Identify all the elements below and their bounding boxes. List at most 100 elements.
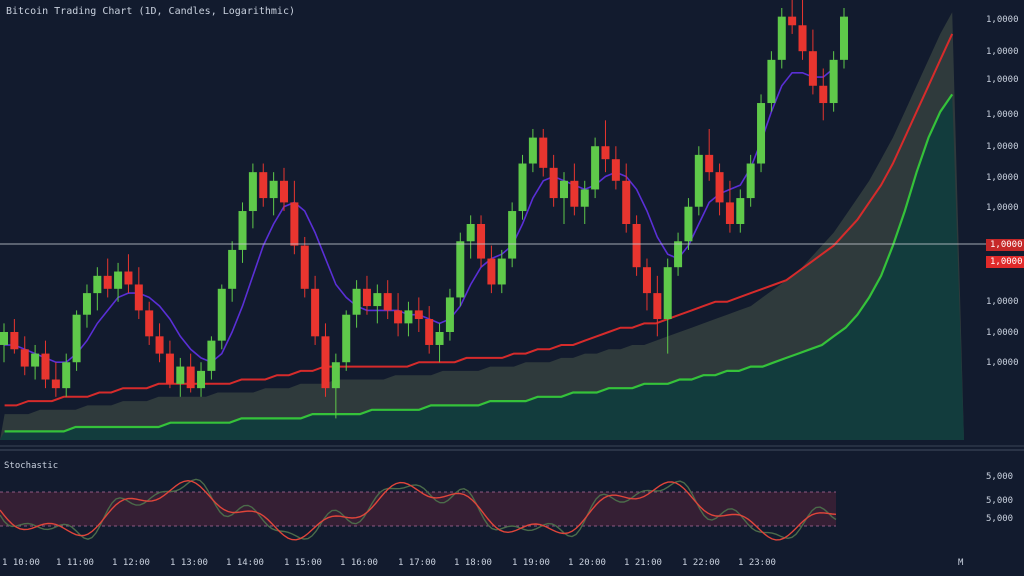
time-tick: 1 21:00 (624, 558, 662, 568)
bull-candle (840, 16, 848, 60)
upper-band-fill (0, 12, 964, 441)
bull-candle (197, 370, 206, 389)
price-tick: 1,0000 (986, 297, 1019, 307)
bull-candle (663, 267, 672, 320)
bear-candle (300, 245, 309, 289)
bull-candle (829, 59, 838, 104)
bull-candle (591, 146, 600, 190)
bear-candle (705, 154, 714, 173)
bull-candle (331, 362, 340, 389)
bear-candle (622, 180, 631, 224)
bull-candle (176, 366, 185, 384)
bull-candle (518, 163, 527, 212)
bull-candle (269, 180, 278, 199)
bear-candle (394, 310, 403, 324)
bull-candle (435, 332, 444, 345)
pane-divider[interactable] (0, 449, 1024, 451)
time-tick: 1 10:00 (2, 558, 40, 568)
bear-candle (103, 275, 112, 289)
bull-candle (62, 362, 71, 389)
bear-candle (611, 159, 620, 181)
bear-candle (51, 379, 60, 389)
bull-candle (238, 211, 247, 250)
bull-candle (777, 16, 786, 60)
time-tick: 1 13:00 (170, 558, 208, 568)
bear-candle (321, 336, 330, 389)
bear-candle (311, 288, 320, 337)
oscillator-axis[interactable]: 5,000 5,000 5,000 (984, 452, 1024, 552)
chart-title: Bitcoin Trading Chart (1D, Candles, Loga… (6, 6, 295, 17)
bull-candle (528, 137, 537, 164)
bull-candle (373, 293, 382, 307)
bear-candle (715, 172, 724, 203)
bear-candle (280, 180, 288, 203)
lower-band-fill (0, 94, 964, 441)
osc-tick: 5,000 (986, 472, 1014, 482)
bear-candle (10, 332, 19, 350)
bull-candle (72, 314, 81, 363)
bear-candle (477, 224, 486, 259)
bull-candle (93, 275, 102, 294)
time-tick: 1 22:00 (682, 558, 720, 568)
bear-candle (290, 202, 299, 246)
time-tick: 1 17:00 (398, 558, 436, 568)
price-axis[interactable]: 1,0000 1,0000 1,0000 1,0000 1,0000 1,000… (984, 0, 1024, 448)
bear-candle (186, 366, 195, 389)
time-tick: 1 18:00 (454, 558, 492, 568)
bull-candle (497, 258, 506, 285)
bull-candle (248, 172, 257, 212)
time-tick: 1 19:00 (512, 558, 550, 568)
price-tick: 1,0000 (986, 110, 1019, 120)
bear-candle (788, 16, 797, 26)
price-chart[interactable] (0, 0, 1024, 448)
bull-candle (580, 189, 589, 207)
slow-moving-average-line (4, 33, 954, 407)
bear-candle (819, 85, 828, 104)
bull-candle (445, 297, 454, 332)
time-tick: 1 16:00 (340, 558, 378, 568)
osc-tick: 5,000 (986, 514, 1014, 524)
lower-band-line (4, 93, 954, 433)
time-tick: 1 20:00 (568, 558, 606, 568)
bear-candle (20, 349, 29, 367)
bear-candle (41, 353, 50, 380)
oscillator-chart[interactable] (0, 452, 1024, 552)
oscillator-main-line (0, 479, 837, 541)
bull-candle (342, 314, 351, 363)
time-tick: 1 11:00 (56, 558, 94, 568)
bull-candle (560, 180, 568, 199)
time-tick: 1 15:00 (284, 558, 322, 568)
bear-candle (414, 310, 423, 320)
bear-candle (642, 267, 651, 294)
time-axis[interactable]: 1 10:00 1 11:00 1 12:00 1 13:00 1 14:00 … (0, 556, 1024, 574)
bear-candle (383, 293, 392, 311)
time-tick: M (958, 558, 964, 568)
time-tick: 1 12:00 (112, 558, 150, 568)
bull-candle (466, 224, 475, 242)
time-tick: 1 23:00 (738, 558, 776, 568)
current-value-tag: 1,0000 (986, 256, 1024, 268)
bull-candle (736, 198, 745, 224)
bear-candle (259, 172, 268, 199)
bull-candle (31, 353, 40, 367)
bear-candle (808, 51, 817, 86)
bear-candle (362, 288, 371, 307)
bear-candle (487, 258, 496, 285)
bull-candle (746, 163, 755, 199)
bear-candle (124, 271, 133, 285)
price-tick: 1,0000 (986, 142, 1019, 152)
bull-candle (217, 288, 226, 341)
price-tick: 1,0000 (986, 15, 1019, 25)
bear-candle (570, 180, 579, 207)
bear-candle (549, 167, 558, 199)
price-tick: 1,0000 (986, 75, 1019, 85)
price-tick: 1,0000 (986, 358, 1019, 368)
bull-candle (82, 293, 91, 315)
bear-candle (155, 336, 164, 354)
osc-tick: 5,000 (986, 496, 1014, 506)
bull-candle (114, 271, 123, 289)
bull-candle (456, 241, 465, 298)
bear-candle (653, 293, 662, 320)
price-tick: 1,0000 (986, 203, 1019, 213)
oscillator-label: Stochastic (4, 461, 59, 471)
